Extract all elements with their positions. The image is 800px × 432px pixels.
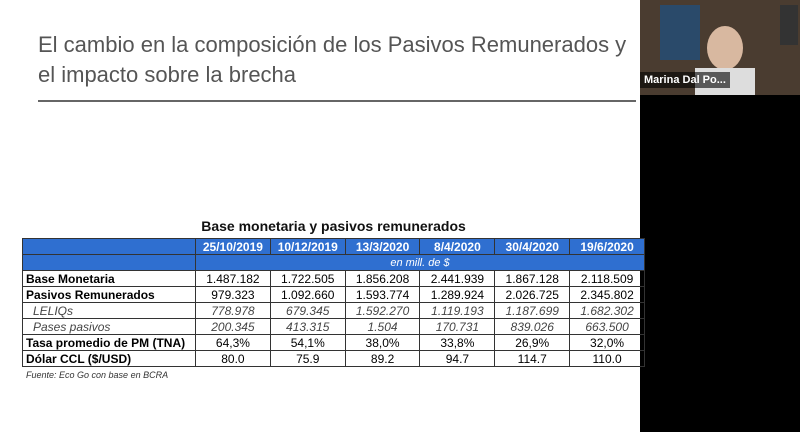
column-header: 10/12/2019 [269,238,346,255]
cell: 1.187.699 [494,302,571,319]
data-table: 25/10/2019 10/12/2019 13/3/2020 8/4/2020 30/… [22,238,645,367]
table-title: Base monetaria y pasivos remunerados [201,218,466,234]
header-cell [22,238,196,255]
table-row: Pasivos Remunerados 979.323 1.092.660 1.593… [22,286,645,303]
cell: 33,8% [419,334,496,351]
row-label: Pases pasivos [22,318,196,335]
title-rule [38,100,636,102]
cell: 679.345 [269,302,346,319]
column-header: 19/6/2020 [569,238,645,255]
cell: 1.682.302 [569,302,645,319]
table-row: Base Monetaria 1.487.182 1.722.505 1.856.20… [22,270,645,287]
column-header: 25/10/2019 [195,238,271,255]
cell: 38,0% [344,334,421,351]
face [707,26,743,70]
slide-title: el impacto sobre la brecha [38,62,297,87]
slide: El cambio en la composición de los Pasiv… [0,0,645,432]
cell: 2.118.509 [569,270,645,287]
cell: 114.7 [494,350,571,367]
cell: 1.289.924 [419,286,496,303]
table-row: LELIQs 778.978 679.345 1.592.270 1.119.193 1.… [22,302,645,319]
cell: 2.345.802 [569,286,645,303]
cell: 32,0% [569,334,645,351]
cell: 1.119.193 [419,302,496,319]
row-label: Base Monetaria [22,270,196,287]
column-header: 13/3/2020 [344,238,421,255]
slide-title: El cambio en la composición de los Pasiv… [38,32,627,57]
cell: 663.500 [569,318,645,335]
cell: 1.722.505 [269,270,346,287]
cell: 1.593.774 [344,286,421,303]
column-header: 8/4/2020 [419,238,496,255]
unit-label: en mill. de $ [195,254,645,271]
row-label: LELIQs [22,302,196,319]
cell: 89.2 [344,350,421,367]
cell: 80.0 [195,350,271,367]
cell: 1.867.128 [494,270,571,287]
cell: 94.7 [419,350,496,367]
webcam: Marina Dal Po... [640,0,800,95]
row-label: Pasivos Remunerados [22,286,196,303]
cell: 2.441.939 [419,270,496,287]
row-label: Dólar CCL ($/USD) [22,350,196,367]
cell: 1.504 [344,318,421,335]
frame [780,5,798,45]
cell: 54,1% [269,334,346,351]
cell: 170.731 [419,318,496,335]
cell: 778.978 [195,302,271,319]
cell: 110.0 [569,350,645,367]
table-row: Pases pasivos 200.345 413.315 1.504 170.731 8… [22,318,645,335]
cell: 839.026 [494,318,571,335]
cell: 1.856.208 [344,270,421,287]
cell: 413.315 [269,318,346,335]
source: Fuente: Eco Go con base en BCRA [26,370,169,380]
cell: 75.9 [269,350,346,367]
cell: 1.592.270 [344,302,421,319]
header-cell [22,254,196,271]
table-row: Tasa promedio de PM (TNA) 64,3% 54,1% 38,0%… [22,334,645,351]
cell: 1.487.182 [195,270,271,287]
webcam-image [660,5,798,95]
participant-name: Marina Dal Po... [640,72,730,88]
unit-row: en mill. de $ [22,254,645,271]
cell: 979.323 [195,286,271,303]
cell: 64,3% [195,334,271,351]
cell: 1.092.660 [269,286,346,303]
cell: 2.026.725 [494,286,571,303]
table-row: Dólar CCL ($/USD) 80.0 75.9 89.2 94.7 114.7 11… [22,350,645,367]
cell: 26,9% [494,334,571,351]
cell: 200.345 [195,318,271,335]
column-header: 30/4/2020 [494,238,571,255]
header-row: 25/10/2019 10/12/2019 13/3/2020 8/4/2020 30/… [22,238,645,255]
row-label: Tasa promedio de PM (TNA) [22,334,196,351]
painting [660,5,700,60]
